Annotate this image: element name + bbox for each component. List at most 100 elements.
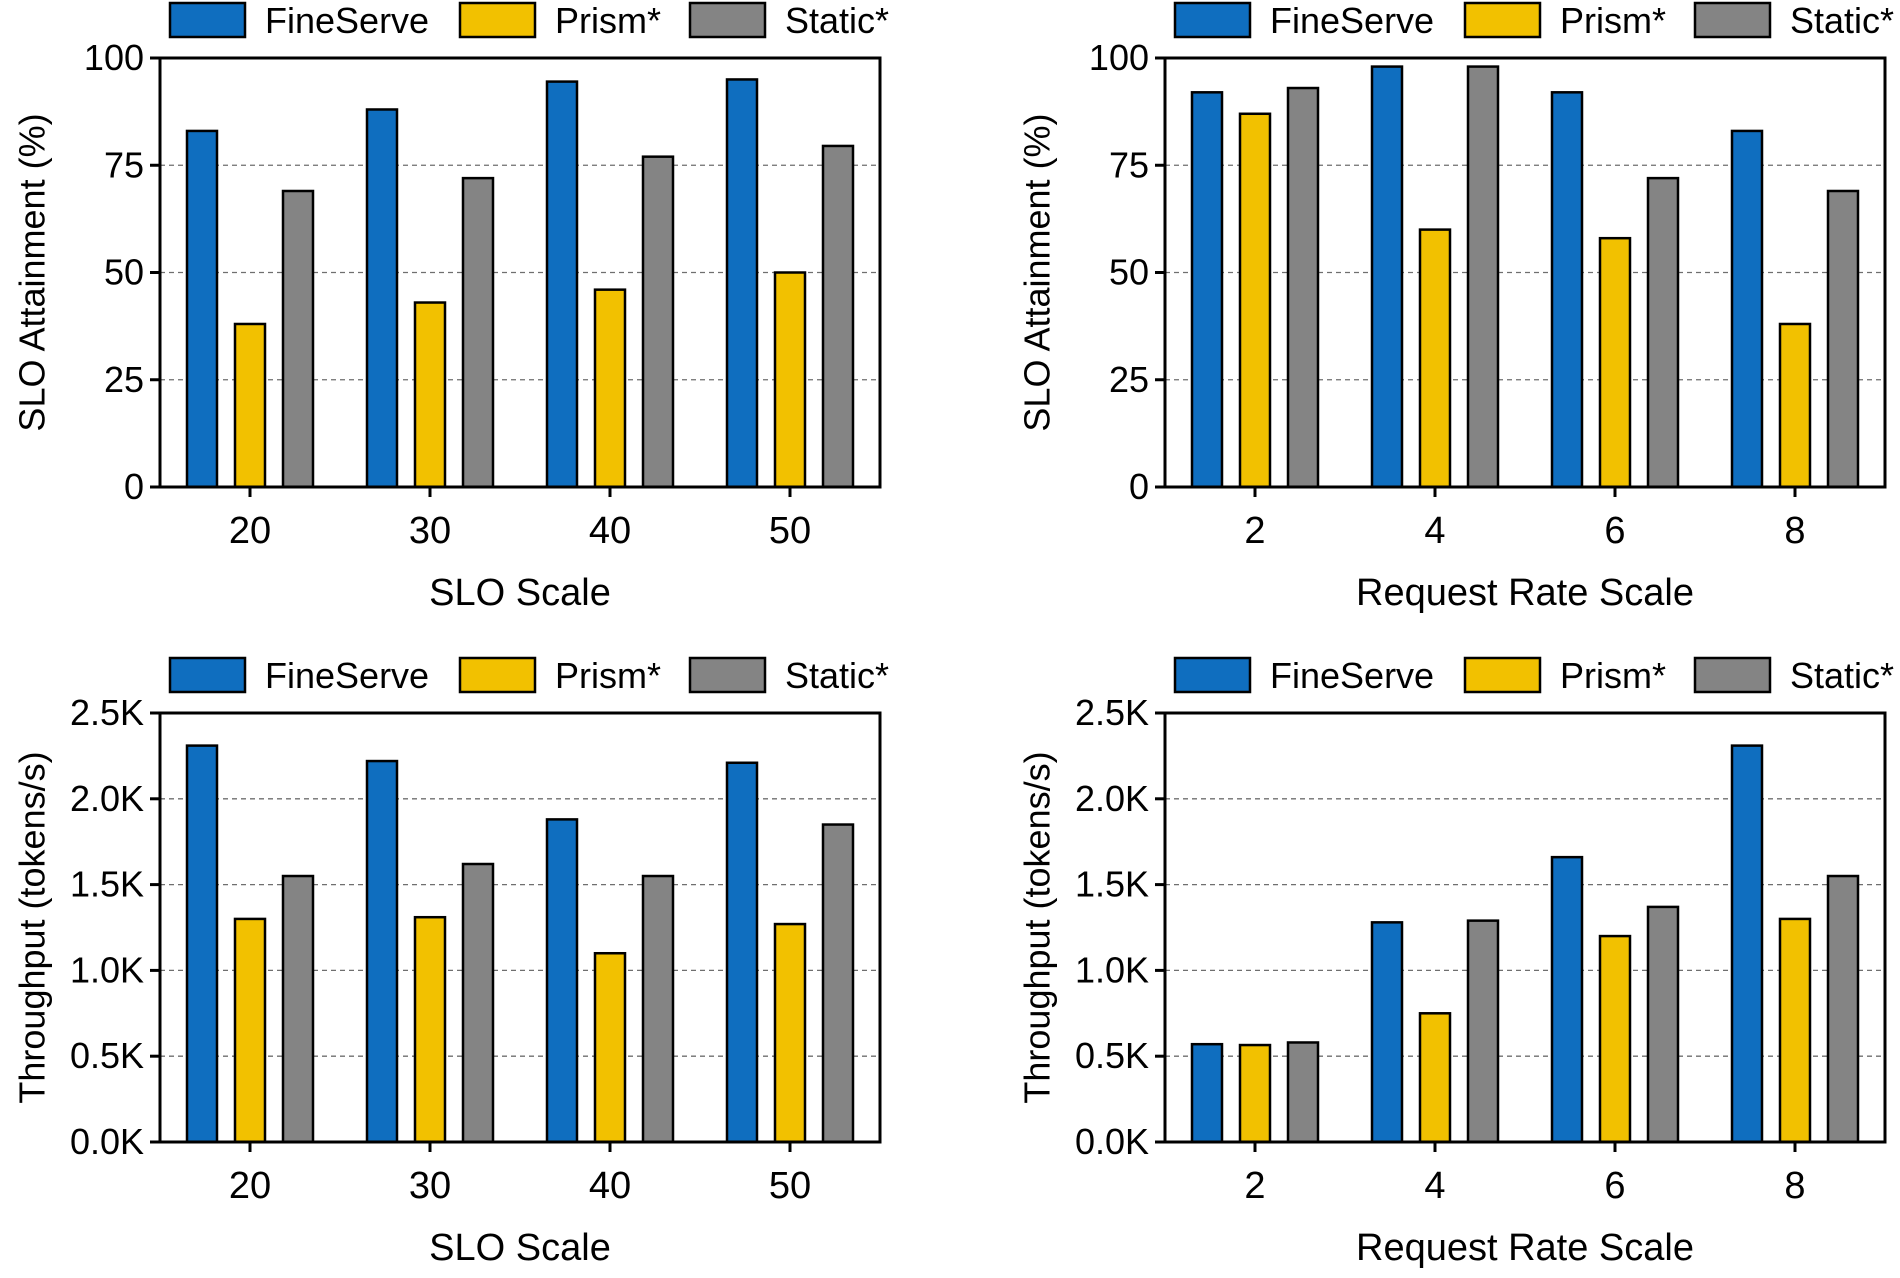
y-axis-title: Throughput (tokens/s) (12, 751, 53, 1103)
x-tick-label: 2 (1244, 1165, 1265, 1207)
bar-prism-6 (1598, 236, 1632, 489)
y-tick-label: 1.5K (1075, 864, 1149, 905)
x-tick-label: 6 (1604, 1165, 1625, 1207)
bar-static-20 (281, 189, 315, 489)
chart-top-right: 0 25 50 75 100 2 4 6 8 Request Rate Scale SLO Atta… (1017, 0, 1895, 614)
legend-label: Static* (785, 655, 889, 696)
x-tick-label: 6 (1604, 510, 1625, 552)
bar-static-50 (821, 823, 855, 1144)
bar-prism-4 (1418, 228, 1452, 489)
x-tick-label: 20 (229, 510, 271, 552)
x-tick-label: 4 (1424, 510, 1445, 552)
y-tick-label: 1.0K (1075, 949, 1149, 990)
y-axis-title: Throughput (tokens/s) (1017, 751, 1058, 1103)
x-tick-label: 20 (229, 1165, 271, 1207)
bar-fineserve-30 (365, 759, 399, 1144)
legend-swatch-prism (458, 656, 537, 694)
y-tick-label: 1.0K (70, 949, 144, 990)
bar-static-4 (1466, 919, 1500, 1144)
legend-label: Static* (785, 0, 889, 41)
y-tick-label: 2.5K (1075, 692, 1149, 733)
bar-static-2 (1286, 86, 1320, 489)
x-axis-title: Request Rate Scale (1356, 572, 1694, 614)
y-tick-label: 2.0K (70, 778, 144, 819)
x-tick-label: 50 (769, 1165, 811, 1207)
legend-swatch-fineserve (168, 656, 247, 694)
y-tick-label: 0.0K (1075, 1121, 1149, 1162)
bar-prism-2 (1238, 1043, 1272, 1144)
y-tick-label: 0.5K (70, 1035, 144, 1076)
legend-label: FineServe (265, 0, 429, 41)
y-tick-label: 2.5K (70, 692, 144, 733)
x-tick-label: 4 (1424, 1165, 1445, 1207)
bar-prism-40 (593, 951, 627, 1144)
bar-fineserve-40 (545, 80, 579, 489)
legend-label: Static* (1790, 655, 1894, 696)
legend-swatch-fineserve (168, 1, 247, 39)
legend-label: Prism* (1560, 0, 1666, 41)
legend-label: FineServe (1270, 655, 1434, 696)
y-tick-label: 1.5K (70, 864, 144, 905)
x-axis-title: Request Rate Scale (1356, 1227, 1694, 1269)
bar-static-50 (821, 144, 855, 489)
legend-swatch-fineserve (1173, 1, 1252, 39)
bar-fineserve-8 (1730, 129, 1764, 489)
y-tick-label: 2.0K (1075, 778, 1149, 819)
bar-static-40 (641, 155, 675, 489)
x-tick-label: 50 (769, 510, 811, 552)
bar-prism-30 (413, 301, 447, 489)
x-tick-label: 2 (1244, 510, 1265, 552)
legend-label: FineServe (265, 655, 429, 696)
bar-prism-6 (1598, 934, 1632, 1144)
y-tick-label: 0.5K (1075, 1035, 1149, 1076)
y-tick-label: 0.0K (70, 1121, 144, 1162)
x-tick-label: 8 (1784, 510, 1805, 552)
chart-bottom-left: 0.0K 0.5K 1.0K 1.5K 2.0K 2.5K 20 30 40 50 SLO Scal… (12, 655, 890, 1269)
y-tick-label: 75 (104, 144, 144, 185)
bar-static-4 (1466, 65, 1500, 489)
bar-static-6 (1646, 176, 1680, 489)
x-tick-label: 30 (409, 510, 451, 552)
legend-swatch-static (1693, 1, 1772, 39)
bar-prism-30 (413, 915, 447, 1144)
y-tick-label: 50 (1109, 252, 1149, 293)
bar-fineserve-6 (1550, 91, 1584, 489)
bar-fineserve-30 (365, 108, 399, 489)
legend-swatch-static (1693, 656, 1772, 694)
bar-static-8 (1826, 189, 1860, 489)
x-axis-title: SLO Scale (429, 572, 611, 614)
bar-fineserve-6 (1550, 855, 1584, 1144)
y-axis-title: SLO Attainment (%) (1017, 113, 1058, 431)
legend-swatch-prism (1463, 1, 1542, 39)
bar-fineserve-50 (725, 78, 759, 489)
bar-prism-20 (233, 917, 267, 1144)
bar-prism-4 (1418, 1012, 1452, 1144)
bar-fineserve-20 (185, 129, 219, 489)
legend-label: Static* (1790, 0, 1894, 41)
legend-label: Prism* (1560, 655, 1666, 696)
legend-swatch-static (688, 1, 767, 39)
y-axis-title: SLO Attainment (%) (12, 113, 53, 431)
x-tick-label: 40 (589, 510, 631, 552)
x-tick-label: 30 (409, 1165, 451, 1207)
y-tick-label: 25 (104, 359, 144, 400)
bar-fineserve-2 (1190, 91, 1224, 489)
bar-fineserve-20 (185, 744, 219, 1144)
bar-static-20 (281, 874, 315, 1144)
y-tick-label: 100 (1089, 37, 1149, 78)
bar-static-8 (1826, 874, 1860, 1144)
bar-fineserve-50 (725, 761, 759, 1144)
bar-prism-8 (1778, 917, 1812, 1144)
y-tick-label: 0 (1129, 466, 1149, 507)
bar-prism-8 (1778, 322, 1812, 489)
bar-static-2 (1286, 1041, 1320, 1144)
bar-prism-20 (233, 322, 267, 489)
y-tick-label: 75 (1109, 144, 1149, 185)
legend-swatch-static (688, 656, 767, 694)
legend-label: FineServe (1270, 0, 1434, 41)
bar-fineserve-40 (545, 818, 579, 1144)
chart-bottom-right: 0.0K 0.5K 1.0K 1.5K 2.0K 2.5K 2 4 6 8 Request Rate… (1017, 655, 1895, 1269)
bar-prism-50 (773, 271, 807, 489)
bar-fineserve-2 (1190, 1042, 1224, 1144)
legend-swatch-prism (1463, 656, 1542, 694)
